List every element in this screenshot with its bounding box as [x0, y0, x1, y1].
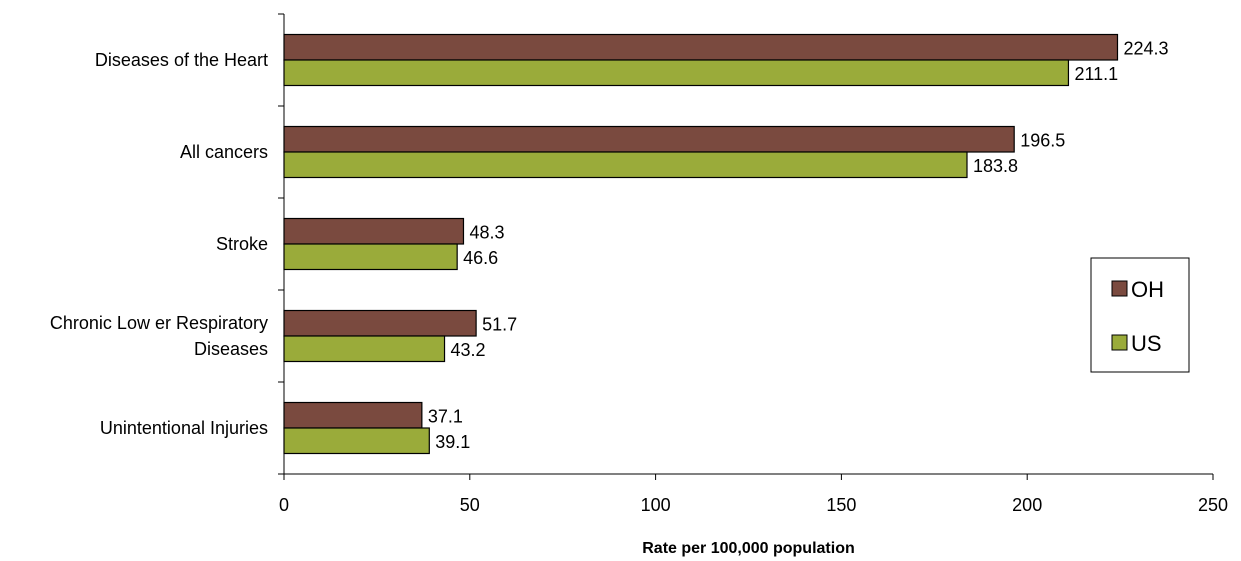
bar-us — [283, 427, 430, 455]
data-label: 211.1 — [1074, 64, 1118, 84]
category-label: Diseases of the Heart — [95, 50, 268, 70]
data-label: 224.3 — [1123, 38, 1168, 58]
bar-us — [283, 151, 968, 179]
x-tick-label: 250 — [1198, 495, 1228, 515]
legend: OH US — [1090, 257, 1190, 373]
bar-oh — [283, 309, 477, 337]
legend-label-oh: OH — [1131, 277, 1164, 302]
category-label: All cancers — [180, 142, 268, 162]
axes: 0 50 100 150 200 250 Rate per 100,000 populati… — [278, 13, 1228, 557]
category-label: Chronic Low er Respiratory Diseases — [50, 313, 268, 359]
data-label: 43.2 — [451, 340, 486, 360]
bars — [283, 33, 1119, 455]
bar-us — [283, 59, 1070, 87]
bar-oh — [283, 401, 423, 429]
x-tick-label: 200 — [1012, 495, 1042, 515]
bar-oh — [283, 125, 1015, 153]
bar-oh — [283, 33, 1119, 61]
bar-oh — [283, 217, 465, 245]
category-label: Stroke — [216, 234, 268, 254]
labels: Diseases of the Heart All cancers Stroke Ch… — [50, 38, 1169, 452]
data-label: 37.1 — [428, 406, 463, 426]
legend-box — [1090, 257, 1190, 373]
legend-swatch-oh — [1111, 280, 1128, 297]
bar-us — [283, 335, 446, 363]
bar-us — [283, 243, 458, 271]
x-tick-label: 50 — [460, 495, 480, 515]
data-label: 51.7 — [482, 314, 517, 334]
category-label-line: All cancers — [180, 142, 268, 162]
data-label: 46.6 — [463, 248, 498, 268]
data-label: 183.8 — [973, 156, 1018, 176]
data-label: 48.3 — [469, 222, 504, 242]
category-label-line: Diseases — [194, 339, 268, 359]
x-axis-title: Rate per 100,000 population — [642, 540, 855, 557]
category-label-line: Chronic Low er Respiratory — [50, 313, 268, 333]
x-tick-label: 0 — [279, 495, 289, 515]
data-label: 196.5 — [1020, 130, 1065, 150]
x-tick-label: 100 — [641, 495, 671, 515]
category-label-line: Diseases of the Heart — [95, 50, 268, 70]
legend-swatch-us — [1111, 334, 1128, 351]
legend-label-us: US — [1131, 331, 1162, 356]
category-label-line: Stroke — [216, 234, 268, 254]
x-tick-label: 150 — [826, 495, 856, 515]
data-label: 39.1 — [435, 432, 470, 452]
category-label-line: Unintentional Injuries — [100, 418, 268, 438]
category-label: Unintentional Injuries — [100, 418, 268, 438]
